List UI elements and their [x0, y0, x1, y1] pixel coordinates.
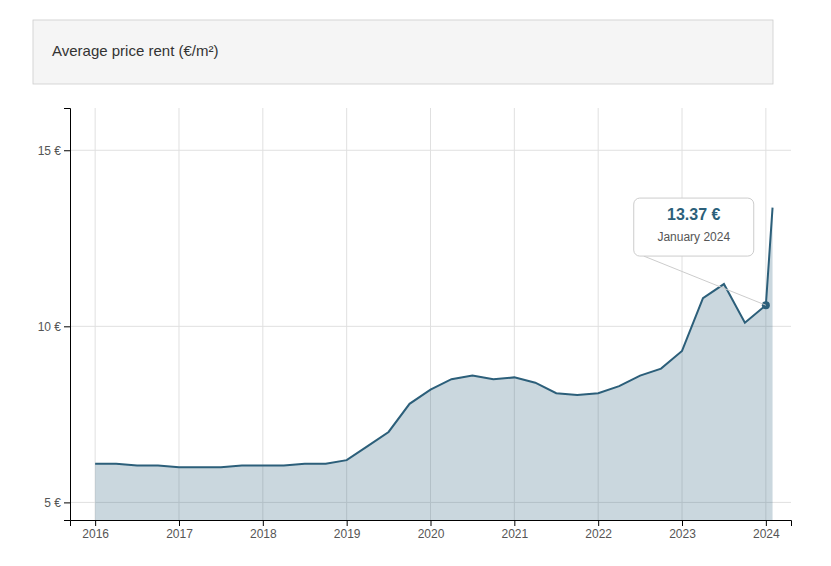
tick-label: 2023	[669, 527, 696, 541]
tick-label: 2018	[250, 527, 277, 541]
tick: 2016	[82, 520, 109, 541]
tick-label: 2020	[418, 527, 445, 541]
tick-label: 2022	[585, 527, 612, 541]
header: Average price rent (€/m²)	[33, 20, 773, 84]
tick: 15 €	[38, 144, 70, 158]
tick-label: 2024	[753, 527, 780, 541]
tick-mark	[766, 520, 767, 526]
annotation: 13.37 €	[667, 206, 720, 223]
tick-mark	[598, 520, 599, 526]
plot: 2016 2017 2018 2019 2020 2021 2022 2023 2024 5 € 1…	[38, 108, 792, 541]
tooltip: 13.37 € January 2024	[634, 198, 766, 305]
tick-label: 2016	[82, 527, 109, 541]
grid-line	[346, 108, 347, 520]
tick-mark	[514, 520, 515, 526]
tick-mark	[263, 520, 264, 526]
tick: 10 €	[38, 320, 70, 334]
axis-line	[71, 521, 792, 527]
tick: 2019	[334, 520, 361, 541]
highlight-point	[762, 301, 770, 309]
chart: Average price rent (€/m²)201620172018201…	[0, 0, 831, 566]
annotation: January 2024	[657, 230, 730, 244]
axis-line	[64, 109, 71, 521]
tick-mark	[347, 520, 348, 526]
tick: 2020	[418, 520, 445, 541]
grid	[70, 108, 791, 520]
y-axis: 5 € 10 € 15 €	[38, 109, 71, 521]
grid-line	[70, 150, 791, 151]
tick-mark	[179, 520, 180, 526]
tick-label: 2019	[334, 527, 361, 541]
tick-mark	[64, 502, 70, 503]
tick-mark	[64, 150, 70, 151]
tick-label: 15 €	[38, 144, 62, 158]
tick-mark	[431, 520, 432, 526]
tick: 2022	[585, 520, 612, 541]
grid-line	[70, 326, 791, 327]
header-box	[33, 20, 773, 84]
tick-label: 5 €	[44, 496, 61, 510]
grid-line	[95, 108, 96, 520]
tick: 5 €	[44, 496, 70, 510]
tick-mark	[682, 520, 683, 526]
tick-mark	[95, 520, 96, 526]
tick: 2024	[753, 520, 780, 541]
x-axis: 2016 2017 2018 2019 2020 2021 2022 2023 2024	[71, 520, 792, 541]
tick-mark	[64, 326, 70, 327]
annotation-line	[644, 256, 766, 305]
tooltip-box	[634, 198, 754, 256]
grid-line	[262, 108, 263, 520]
tick-label: 2017	[166, 527, 193, 541]
tick: 2021	[501, 520, 528, 541]
tick: 2018	[250, 520, 277, 541]
grid-line	[178, 108, 179, 520]
tick: 2017	[166, 520, 193, 541]
title: Average price rent (€/m²)	[52, 42, 218, 59]
tick: 2023	[669, 520, 696, 541]
tick-label: 2021	[501, 527, 528, 541]
tick-label: 10 €	[38, 320, 62, 334]
